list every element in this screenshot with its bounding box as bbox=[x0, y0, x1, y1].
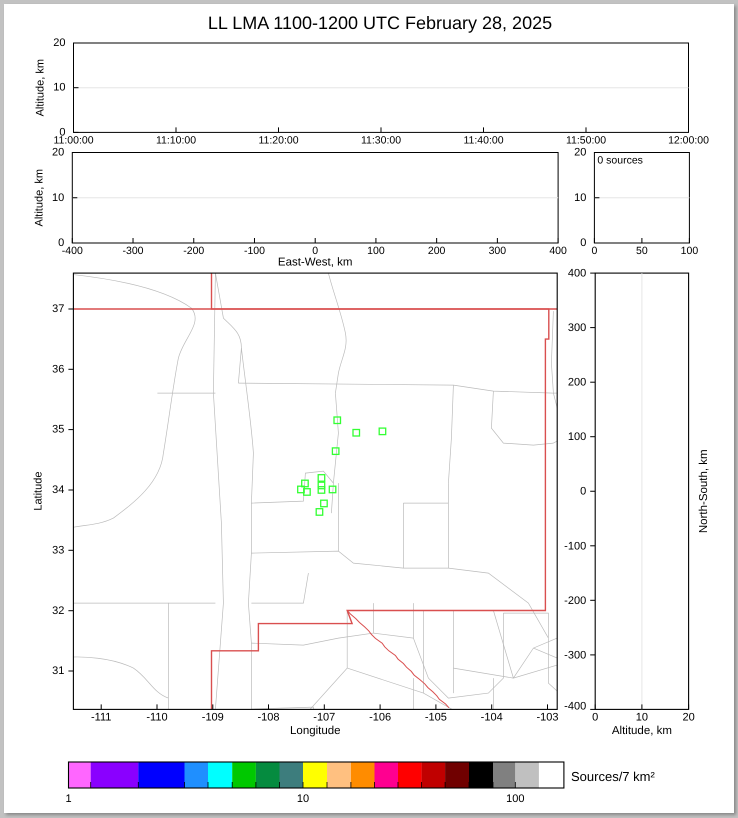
svg-text:34: 34 bbox=[52, 484, 64, 496]
svg-text:-300: -300 bbox=[123, 245, 144, 257]
svg-text:200: 200 bbox=[428, 245, 446, 257]
svg-text:400: 400 bbox=[549, 245, 567, 257]
svg-text:11:50:00: 11:50:00 bbox=[566, 135, 606, 147]
svg-text:100: 100 bbox=[568, 431, 586, 443]
svg-text:-104: -104 bbox=[481, 712, 503, 724]
svg-text:20: 20 bbox=[53, 37, 65, 49]
svg-text:300: 300 bbox=[568, 322, 586, 334]
svg-text:North-South, km: North-South, km bbox=[698, 449, 710, 533]
svg-text:100: 100 bbox=[681, 245, 699, 257]
svg-text:20: 20 bbox=[682, 712, 694, 724]
svg-text:31: 31 bbox=[52, 665, 64, 677]
svg-text:-100: -100 bbox=[244, 245, 265, 257]
svg-text:-108: -108 bbox=[257, 712, 279, 724]
svg-text:10: 10 bbox=[297, 793, 309, 805]
svg-text:200: 200 bbox=[568, 377, 586, 389]
svg-text:300: 300 bbox=[489, 245, 507, 257]
svg-text:50: 50 bbox=[636, 245, 648, 257]
svg-text:0: 0 bbox=[592, 712, 598, 724]
svg-text:-110: -110 bbox=[146, 712, 167, 724]
svg-text:-111: -111 bbox=[91, 712, 111, 724]
svg-text:0 sources: 0 sources bbox=[597, 155, 643, 167]
svg-text:-400: -400 bbox=[62, 245, 83, 257]
svg-text:10: 10 bbox=[574, 192, 586, 204]
svg-text:-109: -109 bbox=[202, 712, 224, 724]
svg-text:32: 32 bbox=[52, 605, 64, 617]
svg-text:-107: -107 bbox=[313, 712, 335, 724]
svg-text:11:10:00: 11:10:00 bbox=[156, 135, 196, 147]
svg-text:0: 0 bbox=[591, 245, 597, 257]
svg-text:100: 100 bbox=[506, 793, 524, 805]
svg-text:1: 1 bbox=[65, 793, 71, 805]
svg-text:-200: -200 bbox=[564, 595, 586, 607]
svg-text:12:00:00: 12:00:00 bbox=[668, 135, 709, 147]
svg-text:10: 10 bbox=[52, 192, 64, 204]
svg-text:11:30:00: 11:30:00 bbox=[361, 135, 401, 147]
svg-text:33: 33 bbox=[52, 544, 64, 556]
svg-text:11:20:00: 11:20:00 bbox=[258, 135, 298, 147]
svg-text:11:00:00: 11:00:00 bbox=[53, 135, 93, 147]
svg-text:0: 0 bbox=[580, 486, 586, 498]
svg-text:35: 35 bbox=[52, 424, 64, 436]
svg-text:37: 37 bbox=[52, 303, 64, 315]
svg-text:Latitude: Latitude bbox=[32, 472, 44, 511]
svg-text:100: 100 bbox=[367, 245, 385, 257]
svg-text:-300: -300 bbox=[564, 649, 586, 661]
svg-text:0: 0 bbox=[312, 245, 318, 257]
svg-text:20: 20 bbox=[574, 147, 586, 159]
svg-text:East-West, km: East-West, km bbox=[278, 257, 353, 269]
svg-text:11:40:00: 11:40:00 bbox=[463, 135, 503, 147]
svg-text:Altitude, km: Altitude, km bbox=[33, 169, 45, 226]
svg-text:Altitude, km: Altitude, km bbox=[35, 59, 47, 116]
svg-text:-100: -100 bbox=[564, 540, 586, 552]
svg-text:LL LMA 1100-1200 UTC February: LL LMA 1100-1200 UTC February 28, 2025 bbox=[208, 13, 552, 33]
svg-text:Altitude, km: Altitude, km bbox=[612, 725, 672, 737]
svg-text:36: 36 bbox=[52, 363, 64, 375]
svg-text:10: 10 bbox=[53, 82, 65, 94]
svg-text:-106: -106 bbox=[369, 712, 391, 724]
svg-text:-103: -103 bbox=[536, 712, 558, 724]
svg-text:400: 400 bbox=[568, 268, 586, 280]
svg-text:-200: -200 bbox=[183, 245, 204, 257]
svg-text:Longitude: Longitude bbox=[290, 725, 341, 737]
svg-text:10: 10 bbox=[636, 712, 648, 724]
svg-text:0: 0 bbox=[580, 237, 586, 249]
svg-text:Sources/7 km²: Sources/7 km² bbox=[571, 769, 655, 784]
svg-text:-105: -105 bbox=[425, 712, 447, 724]
svg-text:-400: -400 bbox=[564, 700, 586, 712]
svg-text:20: 20 bbox=[52, 147, 64, 159]
